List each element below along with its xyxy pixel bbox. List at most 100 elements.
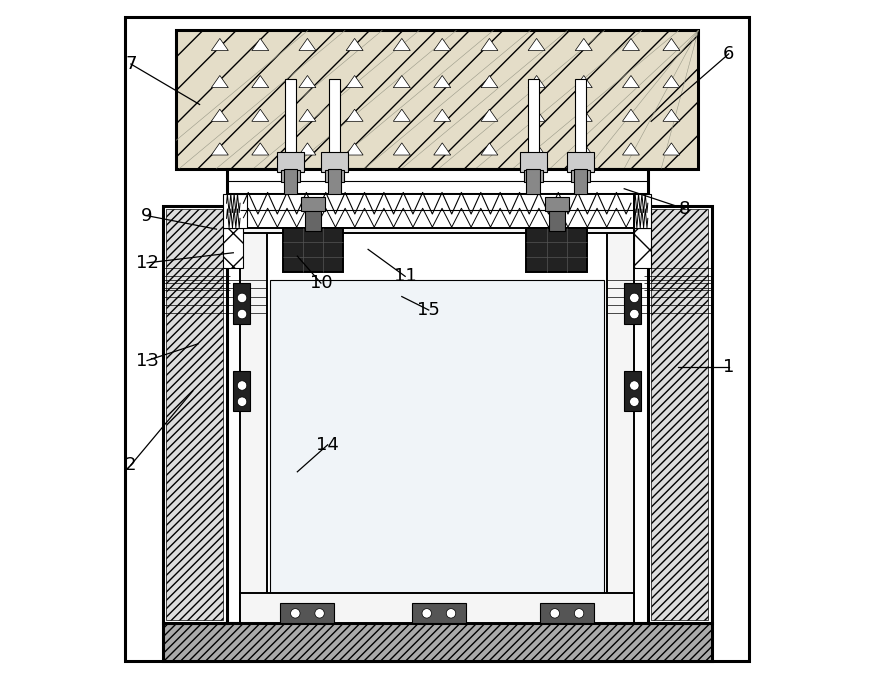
- Circle shape: [237, 397, 246, 406]
- Bar: [652, 209, 708, 620]
- Polygon shape: [346, 143, 363, 155]
- Polygon shape: [299, 75, 316, 88]
- Bar: [549, 204, 565, 231]
- Polygon shape: [252, 143, 269, 155]
- Polygon shape: [346, 75, 363, 88]
- Polygon shape: [481, 38, 498, 51]
- Bar: [526, 228, 587, 272]
- Bar: [321, 152, 348, 172]
- Circle shape: [422, 609, 431, 618]
- Polygon shape: [481, 75, 498, 88]
- Bar: [240, 202, 267, 623]
- Polygon shape: [346, 109, 363, 121]
- Bar: [634, 228, 652, 268]
- Text: 10: 10: [309, 274, 332, 292]
- Bar: [280, 603, 334, 623]
- Text: 2: 2: [125, 456, 137, 474]
- Bar: [520, 152, 547, 172]
- Polygon shape: [623, 75, 639, 88]
- Text: 15: 15: [417, 301, 440, 319]
- Polygon shape: [212, 143, 228, 155]
- Polygon shape: [575, 109, 592, 121]
- Text: 8: 8: [679, 200, 691, 218]
- Bar: [540, 603, 594, 623]
- Polygon shape: [481, 143, 498, 155]
- Bar: [277, 152, 304, 172]
- Bar: [281, 170, 300, 182]
- Circle shape: [574, 609, 584, 618]
- Bar: [284, 168, 297, 194]
- Polygon shape: [252, 109, 269, 121]
- Polygon shape: [663, 75, 680, 88]
- Polygon shape: [299, 143, 316, 155]
- Bar: [574, 168, 587, 194]
- Polygon shape: [212, 75, 228, 88]
- Polygon shape: [663, 143, 680, 155]
- Bar: [528, 79, 538, 168]
- Circle shape: [550, 609, 559, 618]
- Polygon shape: [481, 109, 498, 121]
- Polygon shape: [623, 38, 639, 51]
- Bar: [625, 371, 641, 411]
- Polygon shape: [434, 143, 450, 155]
- Bar: [240, 202, 634, 233]
- Polygon shape: [663, 38, 680, 51]
- Polygon shape: [394, 109, 410, 121]
- Circle shape: [630, 293, 639, 303]
- Polygon shape: [528, 75, 545, 88]
- Polygon shape: [623, 143, 639, 155]
- Text: 14: 14: [316, 436, 339, 454]
- Text: 12: 12: [136, 254, 159, 272]
- Bar: [282, 228, 343, 272]
- Bar: [325, 170, 344, 182]
- Polygon shape: [575, 38, 592, 51]
- Bar: [412, 603, 466, 623]
- Polygon shape: [434, 38, 450, 51]
- Polygon shape: [528, 109, 545, 121]
- Bar: [233, 371, 250, 411]
- Bar: [329, 79, 340, 168]
- Circle shape: [237, 309, 246, 319]
- Bar: [648, 206, 712, 623]
- Circle shape: [630, 381, 639, 390]
- Text: 13: 13: [136, 352, 159, 369]
- Circle shape: [291, 609, 300, 618]
- Bar: [544, 197, 569, 211]
- Bar: [634, 194, 652, 228]
- Bar: [176, 30, 699, 168]
- Text: 1: 1: [723, 359, 734, 376]
- Circle shape: [237, 381, 246, 390]
- Bar: [285, 79, 296, 168]
- Polygon shape: [623, 109, 639, 121]
- Polygon shape: [663, 109, 680, 121]
- Circle shape: [446, 609, 456, 618]
- Polygon shape: [299, 109, 316, 121]
- Circle shape: [314, 609, 324, 618]
- Polygon shape: [394, 38, 410, 51]
- Polygon shape: [528, 38, 545, 51]
- Text: 9: 9: [141, 207, 152, 224]
- Polygon shape: [394, 75, 410, 88]
- Bar: [305, 204, 321, 231]
- Circle shape: [630, 309, 639, 319]
- Polygon shape: [575, 143, 592, 155]
- Text: 7: 7: [125, 55, 137, 73]
- Bar: [575, 79, 586, 168]
- Bar: [571, 170, 590, 182]
- Bar: [233, 283, 250, 324]
- Polygon shape: [575, 75, 592, 88]
- Bar: [240, 593, 634, 623]
- Polygon shape: [434, 75, 450, 88]
- Circle shape: [630, 397, 639, 406]
- Bar: [526, 168, 540, 194]
- Bar: [270, 280, 604, 596]
- Polygon shape: [252, 75, 269, 88]
- Bar: [163, 623, 712, 661]
- Bar: [223, 228, 243, 268]
- Text: 11: 11: [394, 268, 416, 285]
- Polygon shape: [394, 143, 410, 155]
- Polygon shape: [212, 38, 228, 51]
- Bar: [163, 206, 226, 623]
- Polygon shape: [528, 143, 545, 155]
- Circle shape: [237, 293, 246, 303]
